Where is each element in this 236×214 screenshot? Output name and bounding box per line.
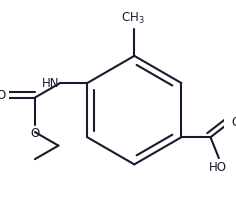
Text: O: O xyxy=(231,116,236,129)
Text: O: O xyxy=(30,127,39,140)
Text: O: O xyxy=(0,89,5,102)
Text: CH$_3$: CH$_3$ xyxy=(122,11,145,26)
Text: HN: HN xyxy=(42,76,59,89)
Text: HO: HO xyxy=(209,161,227,174)
